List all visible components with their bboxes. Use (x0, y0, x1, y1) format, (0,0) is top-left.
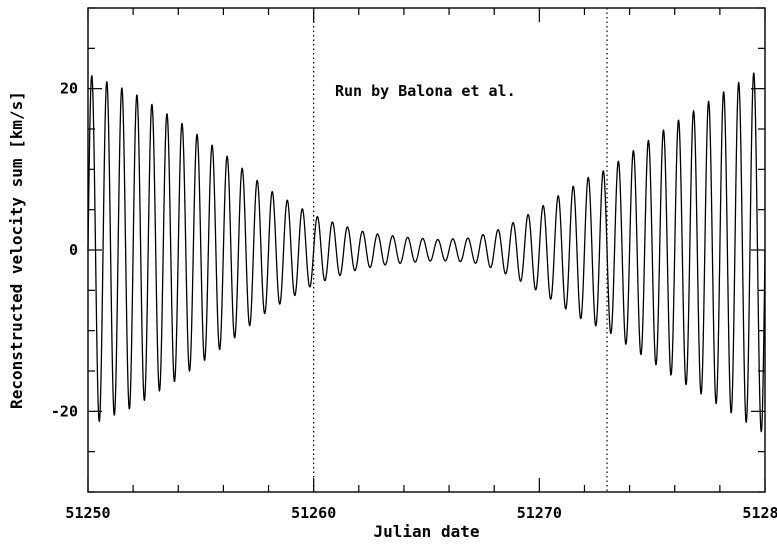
y-tick-label: 0 (69, 241, 78, 259)
x-tick-label: 51250 (65, 504, 110, 522)
x-tick-label: 51280 (742, 504, 777, 522)
y-axis-label: Reconstructed velocity sum [km/s] (7, 91, 26, 409)
velocity-line (87, 72, 766, 433)
y-tick-label: -20 (51, 402, 78, 420)
axis-ticks (87, 7, 766, 493)
x-axis-label: Julian date (374, 522, 480, 541)
y-tick-label: 20 (60, 80, 78, 98)
x-tick-label: 51260 (291, 504, 336, 522)
x-tick-label: 51270 (517, 504, 562, 522)
signal-series (87, 72, 766, 433)
vertical-markers (313, 8, 608, 492)
run-annotation: Run by Balona et al. (335, 82, 516, 100)
axis-tick-labels: 51250 51260 51270 51280 -20 0 20 (51, 80, 777, 522)
